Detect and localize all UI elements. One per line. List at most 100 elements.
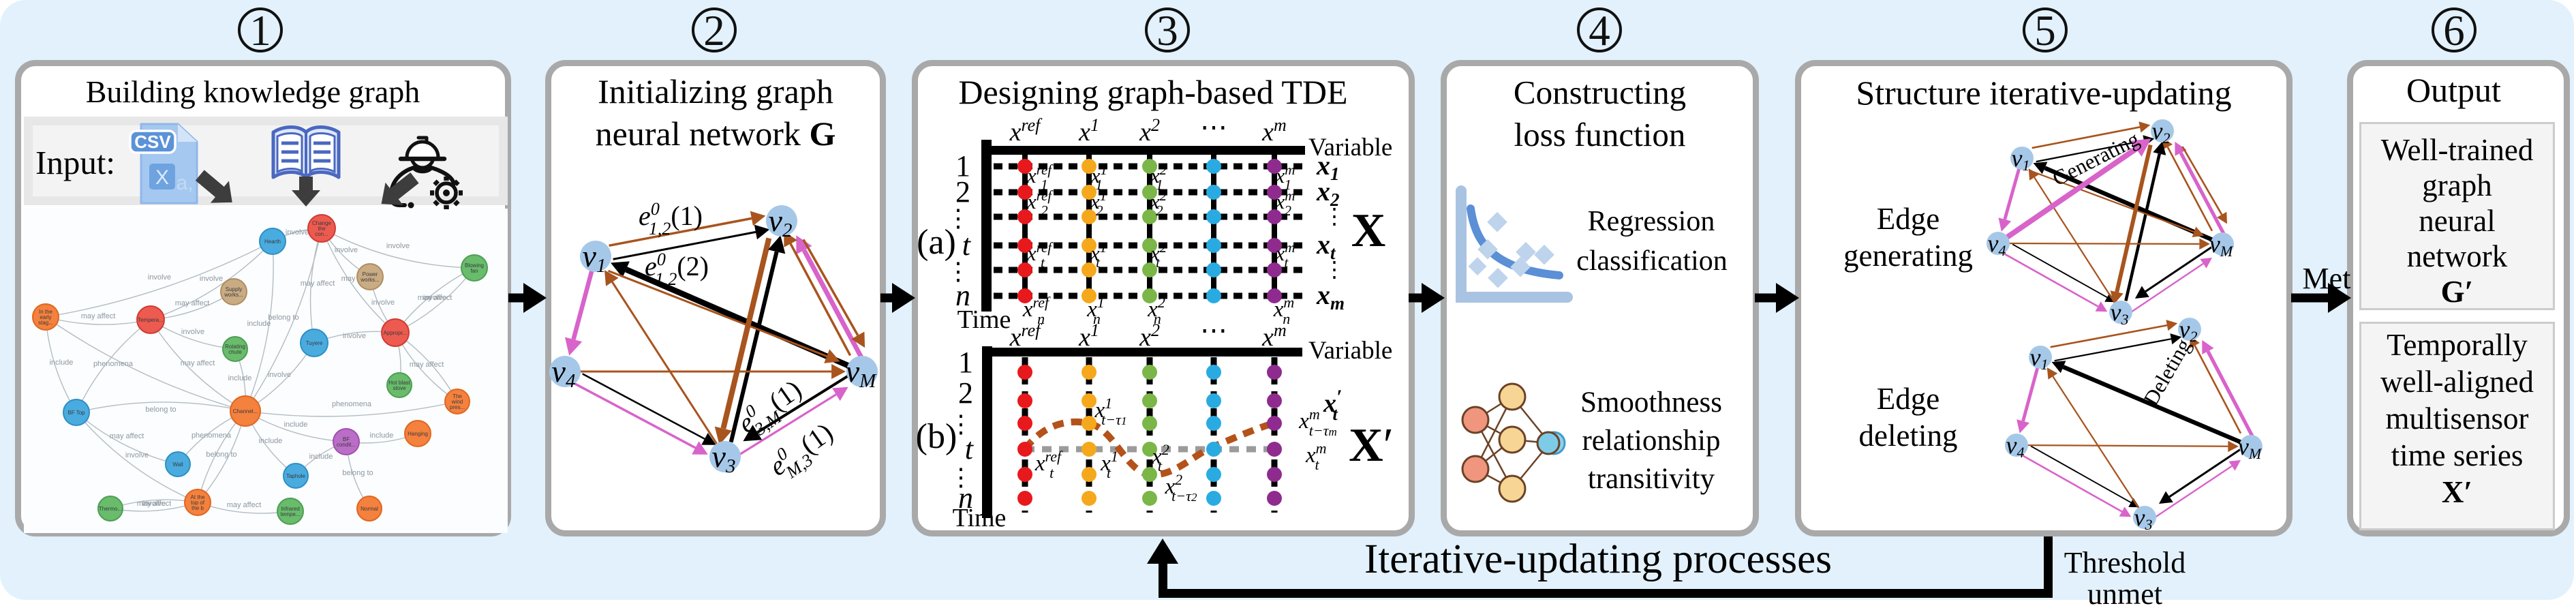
svg-text:(a): (a) [917,223,956,262]
svg-text:Normal: Normal [361,506,378,512]
svg-text:involve: involve [181,328,204,336]
svg-text:top of: top of [191,500,205,506]
svg-text:Infrared: Infrared [281,506,300,512]
svg-text:x2t−τ2: x2 t−τ2 [1165,471,1198,504]
svg-text:xref: xref [1009,320,1043,352]
svg-text:BF: BF [343,436,350,442]
svg-text:may affect: may affect [137,500,172,508]
svg-text:tempe...: tempe... [281,511,301,517]
svg-text:may affect: may affect [110,432,144,440]
svg-text:Change: Change [312,220,332,226]
svg-text:fan: fan [470,268,478,274]
svg-text:Time: Time [957,305,1011,334]
svg-text:involve: involve [125,451,149,459]
svg-text:xm: xm [1261,320,1287,352]
svg-text:may affect: may affect [175,299,210,307]
svg-text:xm: xm [1261,115,1287,147]
svg-text:X: X [155,166,169,189]
svg-text:e01,2(2): e0 1,2(2) [645,249,709,289]
svg-text:early: early [40,314,51,320]
svg-text:include: include [309,453,333,461]
svg-text:x′t: x′ t [1323,386,1342,424]
svg-text:con...: con... [315,231,328,237]
svg-text:Power: Power [363,271,378,277]
svg-text:include: include [370,431,394,440]
svg-text:include: include [50,359,74,367]
svg-text:include: include [284,421,308,429]
svg-text:x2: x2 [1316,176,1340,210]
svg-text:⋮: ⋮ [946,204,970,232]
svg-text:Tuyere: Tuyere [306,340,323,346]
svg-text:include: include [259,437,283,445]
svg-text:belong to: belong to [145,406,176,414]
svg-text:involve: involve [343,332,366,340]
svg-text:X: X [1351,204,1386,257]
svg-text:may affect: may affect [301,279,335,288]
svg-text:the b: the b [191,505,204,511]
svg-text:may affect: may affect [81,312,116,320]
svg-text:may affect: may affect [418,294,453,302]
svg-text:stag...: stag... [38,320,53,326]
svg-text:x21: x2 1 [1150,162,1167,193]
svg-text:e01,2(1): e0 1,2(1) [639,199,703,239]
svg-text:condit...: condit... [337,442,356,448]
svg-text:Rotating: Rotating [225,344,245,350]
svg-text:⋮: ⋮ [1323,204,1345,228]
svg-text:t: t [962,228,972,262]
svg-text:x1t: x1 t [1100,448,1118,481]
svg-text:include: include [247,320,271,328]
svg-text:x11: x1 1 [1090,162,1107,193]
svg-text:may affect: may affect [410,361,444,369]
svg-text:phenomena: phenomena [191,431,232,440]
svg-text:Time: Time [953,504,1007,532]
svg-text:x1: x1 [1078,320,1099,352]
svg-text:involve: involve [386,242,410,250]
svg-text:X′: X′ [1349,419,1394,472]
svg-text:xref: xref [1009,115,1043,147]
svg-text:BF Top: BF Top [67,410,85,416]
svg-text:Hanging: Hanging [408,431,428,437]
svg-text:Hot blast: Hot blast [388,380,410,386]
svg-text:stove: stove [393,385,406,391]
svg-text:x1: x1 [1078,115,1099,147]
svg-text:Variable: Variable [1308,337,1392,365]
svg-text:1: 1 [955,149,970,183]
svg-text:Tempera...: Tempera... [138,317,164,323]
svg-text:(b): (b) [916,417,957,456]
svg-text:n: n [958,481,973,515]
svg-text:v3: v3 [2134,504,2153,533]
svg-text:works...: works... [360,277,380,283]
svg-text:xmt: xm t [1305,440,1327,473]
svg-text:1: 1 [958,346,973,379]
svg-text:may affect: may affect [227,501,262,509]
svg-text:involve: involve [335,246,358,254]
svg-text:2: 2 [955,175,970,209]
svg-text:xmt−τm: xm t−τm [1298,406,1337,439]
svg-text:⋯: ⋯ [1200,112,1227,142]
svg-text:belong to: belong to [342,469,373,477]
svg-text:⋮: ⋮ [949,410,973,438]
svg-text:xm: xm [1316,279,1345,314]
svg-text:involve: involve [286,228,309,237]
svg-text:phenomena: phenomena [93,360,134,368]
svg-text:⋮: ⋮ [946,258,970,285]
svg-text:Thermo...: Thermo... [99,506,122,512]
svg-text:t: t [965,432,975,466]
svg-text:Supply: Supply [226,286,242,292]
svg-text:⋮: ⋮ [949,464,973,491]
svg-text:At the: At the [191,494,205,500]
svg-text:phenomena: phenomena [332,400,372,408]
svg-text:v4: v4 [1988,230,2006,259]
svg-text:involve: involve [142,500,166,508]
svg-text:In the: In the [39,309,53,315]
svg-text:include: include [228,374,252,382]
svg-text:chute: chute [228,349,242,355]
svg-text:xmn: xm n [1273,294,1295,327]
svg-text:involve: involve [268,371,291,379]
svg-text:involve: involve [148,273,171,282]
svg-text:⋮: ⋮ [1323,257,1345,282]
svg-text:a,: a, [176,172,193,194]
svg-text:Taphole: Taphole [286,473,306,479]
svg-text:⋯: ⋯ [1200,315,1227,346]
